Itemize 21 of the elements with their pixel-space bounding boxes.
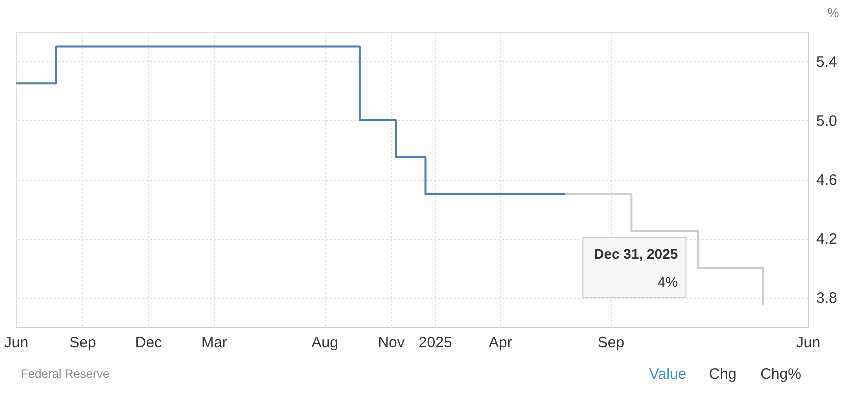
x-tick-label: Apr bbox=[488, 334, 512, 352]
y-tick-label: 3.8 bbox=[816, 290, 838, 307]
y-tick-label: 5.4 bbox=[816, 54, 838, 71]
x-tick-label: Sep bbox=[70, 334, 96, 352]
y-tick-label: 5.0 bbox=[816, 113, 838, 130]
x-tick-label: Dec bbox=[135, 334, 163, 352]
text: Chg% bbox=[760, 366, 802, 383]
text: Value bbox=[649, 366, 687, 383]
text: Federal Reserve bbox=[21, 367, 110, 381]
x-tick-label: Jun bbox=[4, 334, 29, 352]
x-tick-label: Sep bbox=[598, 334, 625, 352]
text: Chg bbox=[709, 366, 737, 383]
y-axis-title: % bbox=[828, 6, 840, 20]
x-tick-label: Mar bbox=[202, 334, 228, 352]
y-tick-label: 4.2 bbox=[816, 231, 838, 248]
annotation: Dec 31, 2025 4% bbox=[594, 246, 678, 290]
y-tick-label: 4.6 bbox=[816, 172, 838, 189]
x-tick-label: 2025 bbox=[418, 334, 452, 352]
x-tick-label: Jun bbox=[796, 334, 821, 352]
x-tick-label: Aug bbox=[312, 334, 338, 352]
x-tick-label: Nov bbox=[378, 334, 406, 352]
